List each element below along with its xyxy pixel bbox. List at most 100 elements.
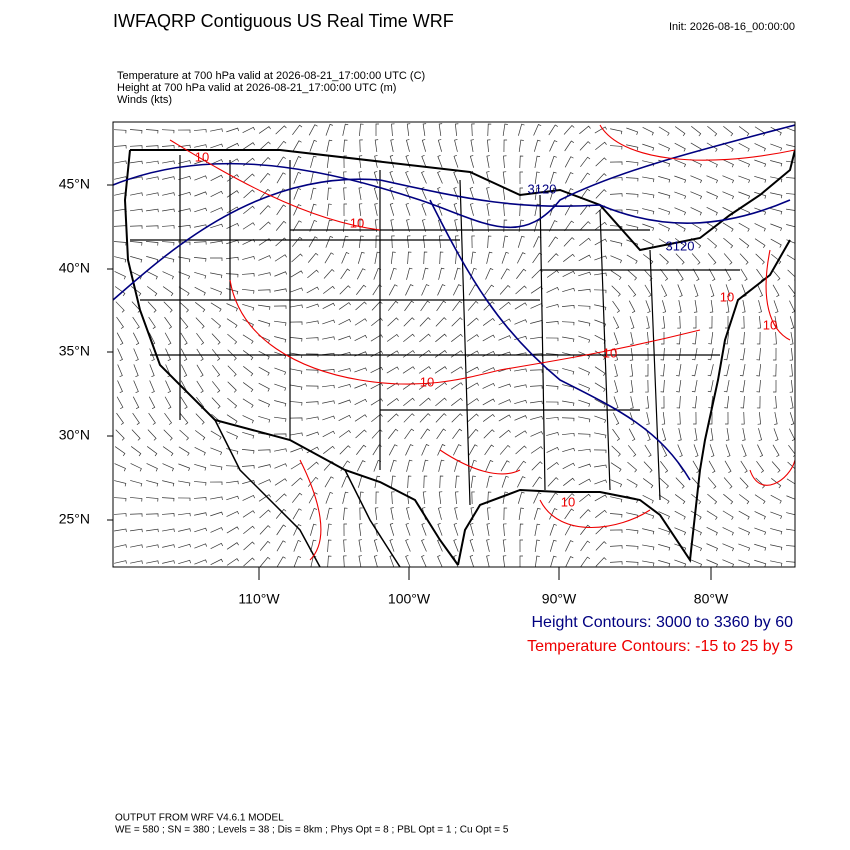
wind-barb [773, 331, 777, 345]
wind-barb [357, 251, 365, 264]
coastline [123, 149, 795, 566]
wind-barb [660, 363, 665, 377]
wind-barb [660, 268, 669, 281]
wind-barb [725, 411, 729, 425]
wind-barb [706, 222, 718, 232]
wind-barb [242, 479, 255, 484]
wind-barb [612, 300, 620, 313]
wind-barb [405, 554, 411, 567]
wind-barb [374, 203, 378, 216]
wind-barb [307, 269, 319, 279]
wind-barb [439, 251, 444, 265]
wind-barb [386, 382, 399, 390]
wind-barb [642, 143, 655, 151]
wind-barb [343, 203, 347, 217]
wind-barb [709, 444, 715, 457]
wind-barb [645, 300, 651, 314]
wind-barb [548, 124, 558, 136]
wind-barb [517, 491, 525, 504]
wind-barb [563, 477, 575, 486]
wind-barb [722, 559, 734, 567]
wind-barb [562, 270, 576, 278]
wind-barb [161, 129, 175, 134]
wind-barb [114, 271, 126, 280]
wind-barb [210, 430, 222, 440]
wind-barb [210, 223, 223, 229]
wind-barb [323, 285, 335, 294]
wind-barb [195, 413, 205, 425]
wind-barb [422, 235, 427, 248]
wind-barb [146, 480, 159, 487]
wind-barb [290, 287, 303, 293]
wind-barb [133, 380, 139, 394]
wind-barb [194, 512, 207, 516]
wind-barb [786, 127, 795, 132]
wind-barb [421, 522, 427, 536]
wind-barb [210, 159, 224, 165]
wind-barb [293, 539, 302, 552]
wind-barb [613, 316, 620, 330]
wind-barb [770, 238, 782, 248]
wind-barb [786, 160, 795, 163]
wind-barb [292, 220, 302, 232]
wind-barb [178, 446, 190, 456]
wind-barb [117, 348, 123, 362]
wind-barb [578, 254, 592, 262]
wind-barb [309, 139, 318, 152]
contour-label: 10 [195, 149, 209, 164]
wind-barb [178, 286, 190, 296]
wind-barb [243, 541, 255, 551]
wind-barb [643, 461, 653, 473]
wind-barb [275, 220, 287, 231]
wind-barb [531, 461, 543, 471]
wind-barb [354, 367, 367, 373]
wind-barb [724, 268, 732, 282]
wind-barb [503, 523, 507, 537]
wind-barb [482, 367, 496, 373]
wind-barb [486, 539, 490, 552]
wind-barb [133, 364, 139, 378]
wind-barb [532, 476, 543, 488]
wind-barb [514, 399, 527, 405]
wind-barb [436, 300, 447, 312]
wind-barb [326, 219, 333, 232]
lon-label: 100°W [388, 591, 431, 607]
wind-barb [578, 320, 591, 327]
wind-barb [258, 304, 271, 310]
wind-barb [116, 316, 124, 329]
wind-barb [534, 539, 540, 552]
wind-barb [534, 187, 540, 200]
wind-barb [642, 192, 655, 199]
contour-label: 10 [420, 374, 434, 389]
wind-barb [434, 382, 447, 390]
wind-barb [438, 459, 445, 472]
wind-barb [343, 155, 347, 169]
wind-barb [421, 444, 430, 456]
wind-barb [738, 142, 750, 152]
wind-barb [129, 145, 143, 149]
wind-barb [162, 271, 174, 280]
wind-barb [259, 157, 271, 167]
wind-barb [194, 175, 208, 181]
wind-barb [774, 316, 778, 329]
wind-barb [580, 188, 591, 200]
lon-label: 90°W [542, 591, 577, 607]
wind-barb [309, 507, 318, 520]
wind-barb [210, 527, 224, 533]
wind-barb [676, 348, 682, 361]
wind-barb [626, 144, 639, 151]
wind-barb [148, 316, 156, 329]
wind-barb [503, 219, 508, 233]
wind-barb [644, 444, 652, 457]
wind-barb [723, 348, 730, 361]
wind-barb [787, 269, 795, 281]
wind-barb [305, 401, 319, 405]
wind-barb [789, 379, 794, 393]
wind-barb [770, 223, 783, 232]
wind-barb [146, 271, 158, 280]
wind-barb [644, 363, 649, 377]
wind-barb [451, 413, 463, 423]
wind-barb [563, 253, 575, 262]
wind-barb [342, 235, 349, 248]
wind-barb [289, 337, 303, 342]
